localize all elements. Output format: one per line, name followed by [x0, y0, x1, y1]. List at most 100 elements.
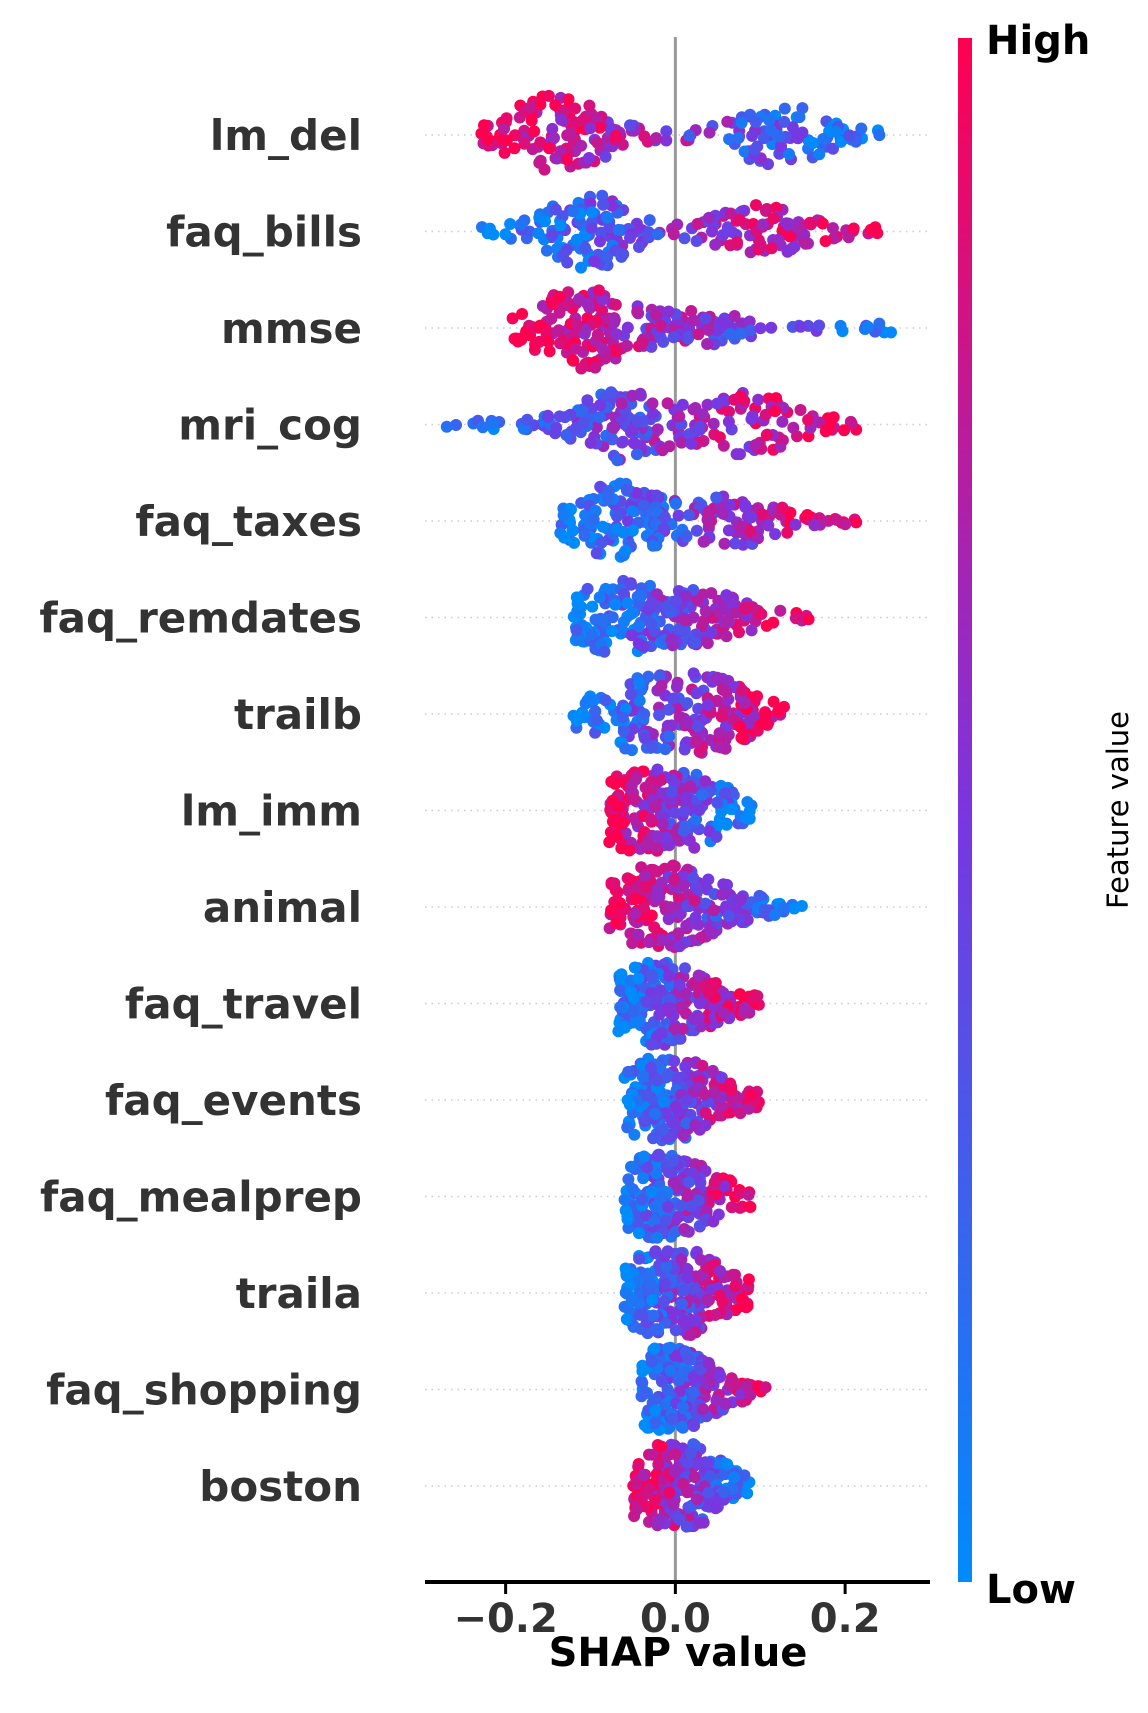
point-lm_del [834, 135, 847, 148]
feature-label-lm_del: lm_del [210, 111, 362, 160]
point-faq_remdates [691, 593, 704, 606]
point-lm_del [683, 129, 696, 142]
point-animal [673, 940, 686, 953]
point-faq_shopping [673, 1385, 686, 1398]
point-animal [680, 919, 693, 932]
point-faq_events [651, 1074, 664, 1087]
point-lm_del [843, 129, 856, 142]
point-traila [650, 1323, 662, 1336]
point-faq_bills [709, 238, 722, 251]
point-trailb [690, 735, 703, 748]
point-boston [738, 1469, 751, 1482]
point-traila [647, 1309, 660, 1322]
point-faq_bills [678, 232, 691, 245]
point-lm_del [508, 142, 521, 155]
point-mmse [654, 319, 667, 332]
point-faq_events [647, 1132, 660, 1145]
point-faq_remdates [774, 604, 787, 617]
point-lm_del [609, 129, 622, 142]
point-faq_taxes [729, 537, 742, 550]
point-lm_del [518, 137, 531, 150]
point-mmse [649, 308, 662, 321]
point-faq_taxes [755, 508, 768, 521]
point-faq_travel [687, 1013, 700, 1026]
point-faq_remdates [625, 607, 638, 620]
point-faq_mealprep [718, 1180, 731, 1193]
point-lm_del [555, 113, 568, 126]
point-faq_bills [643, 214, 656, 227]
point-faq_taxes [658, 522, 670, 535]
x-axis-title: SHAP value [549, 1630, 808, 1676]
point-faq_taxes [590, 547, 603, 560]
point-faq_shopping [682, 1352, 695, 1365]
point-faq_bills [731, 236, 743, 249]
points-faq_shopping [635, 1341, 772, 1436]
point-faq_shopping [710, 1394, 723, 1407]
point-faq_bills [690, 235, 703, 247]
point-traila [633, 1297, 646, 1310]
point-faq_travel [703, 985, 716, 998]
point-faq_events [745, 1088, 757, 1101]
point-lm_del [500, 112, 513, 125]
point-lm_del [542, 89, 555, 102]
point-faq_taxes [619, 544, 632, 557]
point-faq_taxes [724, 499, 736, 511]
point-faq_mealprep [626, 1183, 639, 1196]
point-faq_travel [748, 992, 760, 1005]
point-faq_shopping [675, 1420, 688, 1433]
point-mmse [885, 326, 897, 339]
point-animal [664, 901, 677, 914]
point-boston [632, 1460, 645, 1473]
point-mri_cog [590, 421, 603, 434]
point-mri_cog [646, 397, 659, 410]
point-faq_shopping [648, 1417, 661, 1430]
point-lm_del [498, 122, 511, 135]
point-faq_shopping [664, 1364, 677, 1377]
point-lm_imm [606, 815, 619, 828]
point-mmse [685, 305, 698, 317]
point-animal [672, 927, 685, 940]
beeswarm-points [440, 89, 897, 1533]
point-mri_cog [794, 404, 807, 416]
point-faq_remdates [696, 620, 708, 633]
point-trailb [734, 720, 746, 733]
point-traila [646, 1294, 659, 1307]
point-faq_events [621, 1121, 634, 1134]
point-animal [695, 931, 708, 944]
point-boston [728, 1471, 740, 1484]
point-faq_remdates [605, 625, 618, 638]
point-mri_cog [760, 429, 773, 442]
point-mmse [702, 324, 715, 336]
points-faq_remdates [567, 574, 815, 658]
point-faq_bills [633, 241, 645, 253]
point-faq_bills [515, 218, 528, 231]
point-trailb [633, 677, 646, 689]
point-mmse [570, 318, 583, 331]
point-mmse [794, 320, 807, 333]
point-lm_del [748, 143, 761, 156]
point-mri_cog [630, 448, 643, 461]
point-mri_cog [626, 389, 639, 402]
point-trailb [655, 679, 668, 692]
point-faq_taxes [734, 521, 747, 534]
point-faq_travel [738, 1002, 751, 1014]
point-mmse [553, 306, 566, 319]
point-lm_imm [656, 818, 669, 831]
point-faq_mealprep [678, 1223, 691, 1235]
point-lm_del [554, 145, 567, 158]
point-lm_imm [693, 804, 706, 817]
point-mmse [515, 333, 528, 346]
point-trailb [665, 719, 678, 732]
point-mri_cog [717, 439, 730, 452]
feature-label-faq_mealprep: faq_mealprep [40, 1173, 362, 1222]
point-mri_cog [617, 435, 630, 448]
point-mmse [596, 304, 609, 317]
point-mmse [834, 319, 847, 332]
point-faq_bills [782, 217, 795, 230]
point-lm_del [549, 99, 562, 112]
point-faq_bills [585, 206, 598, 219]
point-faq_mealprep [650, 1167, 663, 1180]
point-traila [669, 1324, 682, 1337]
point-faq_shopping [759, 1381, 772, 1394]
point-mmse [701, 338, 714, 350]
